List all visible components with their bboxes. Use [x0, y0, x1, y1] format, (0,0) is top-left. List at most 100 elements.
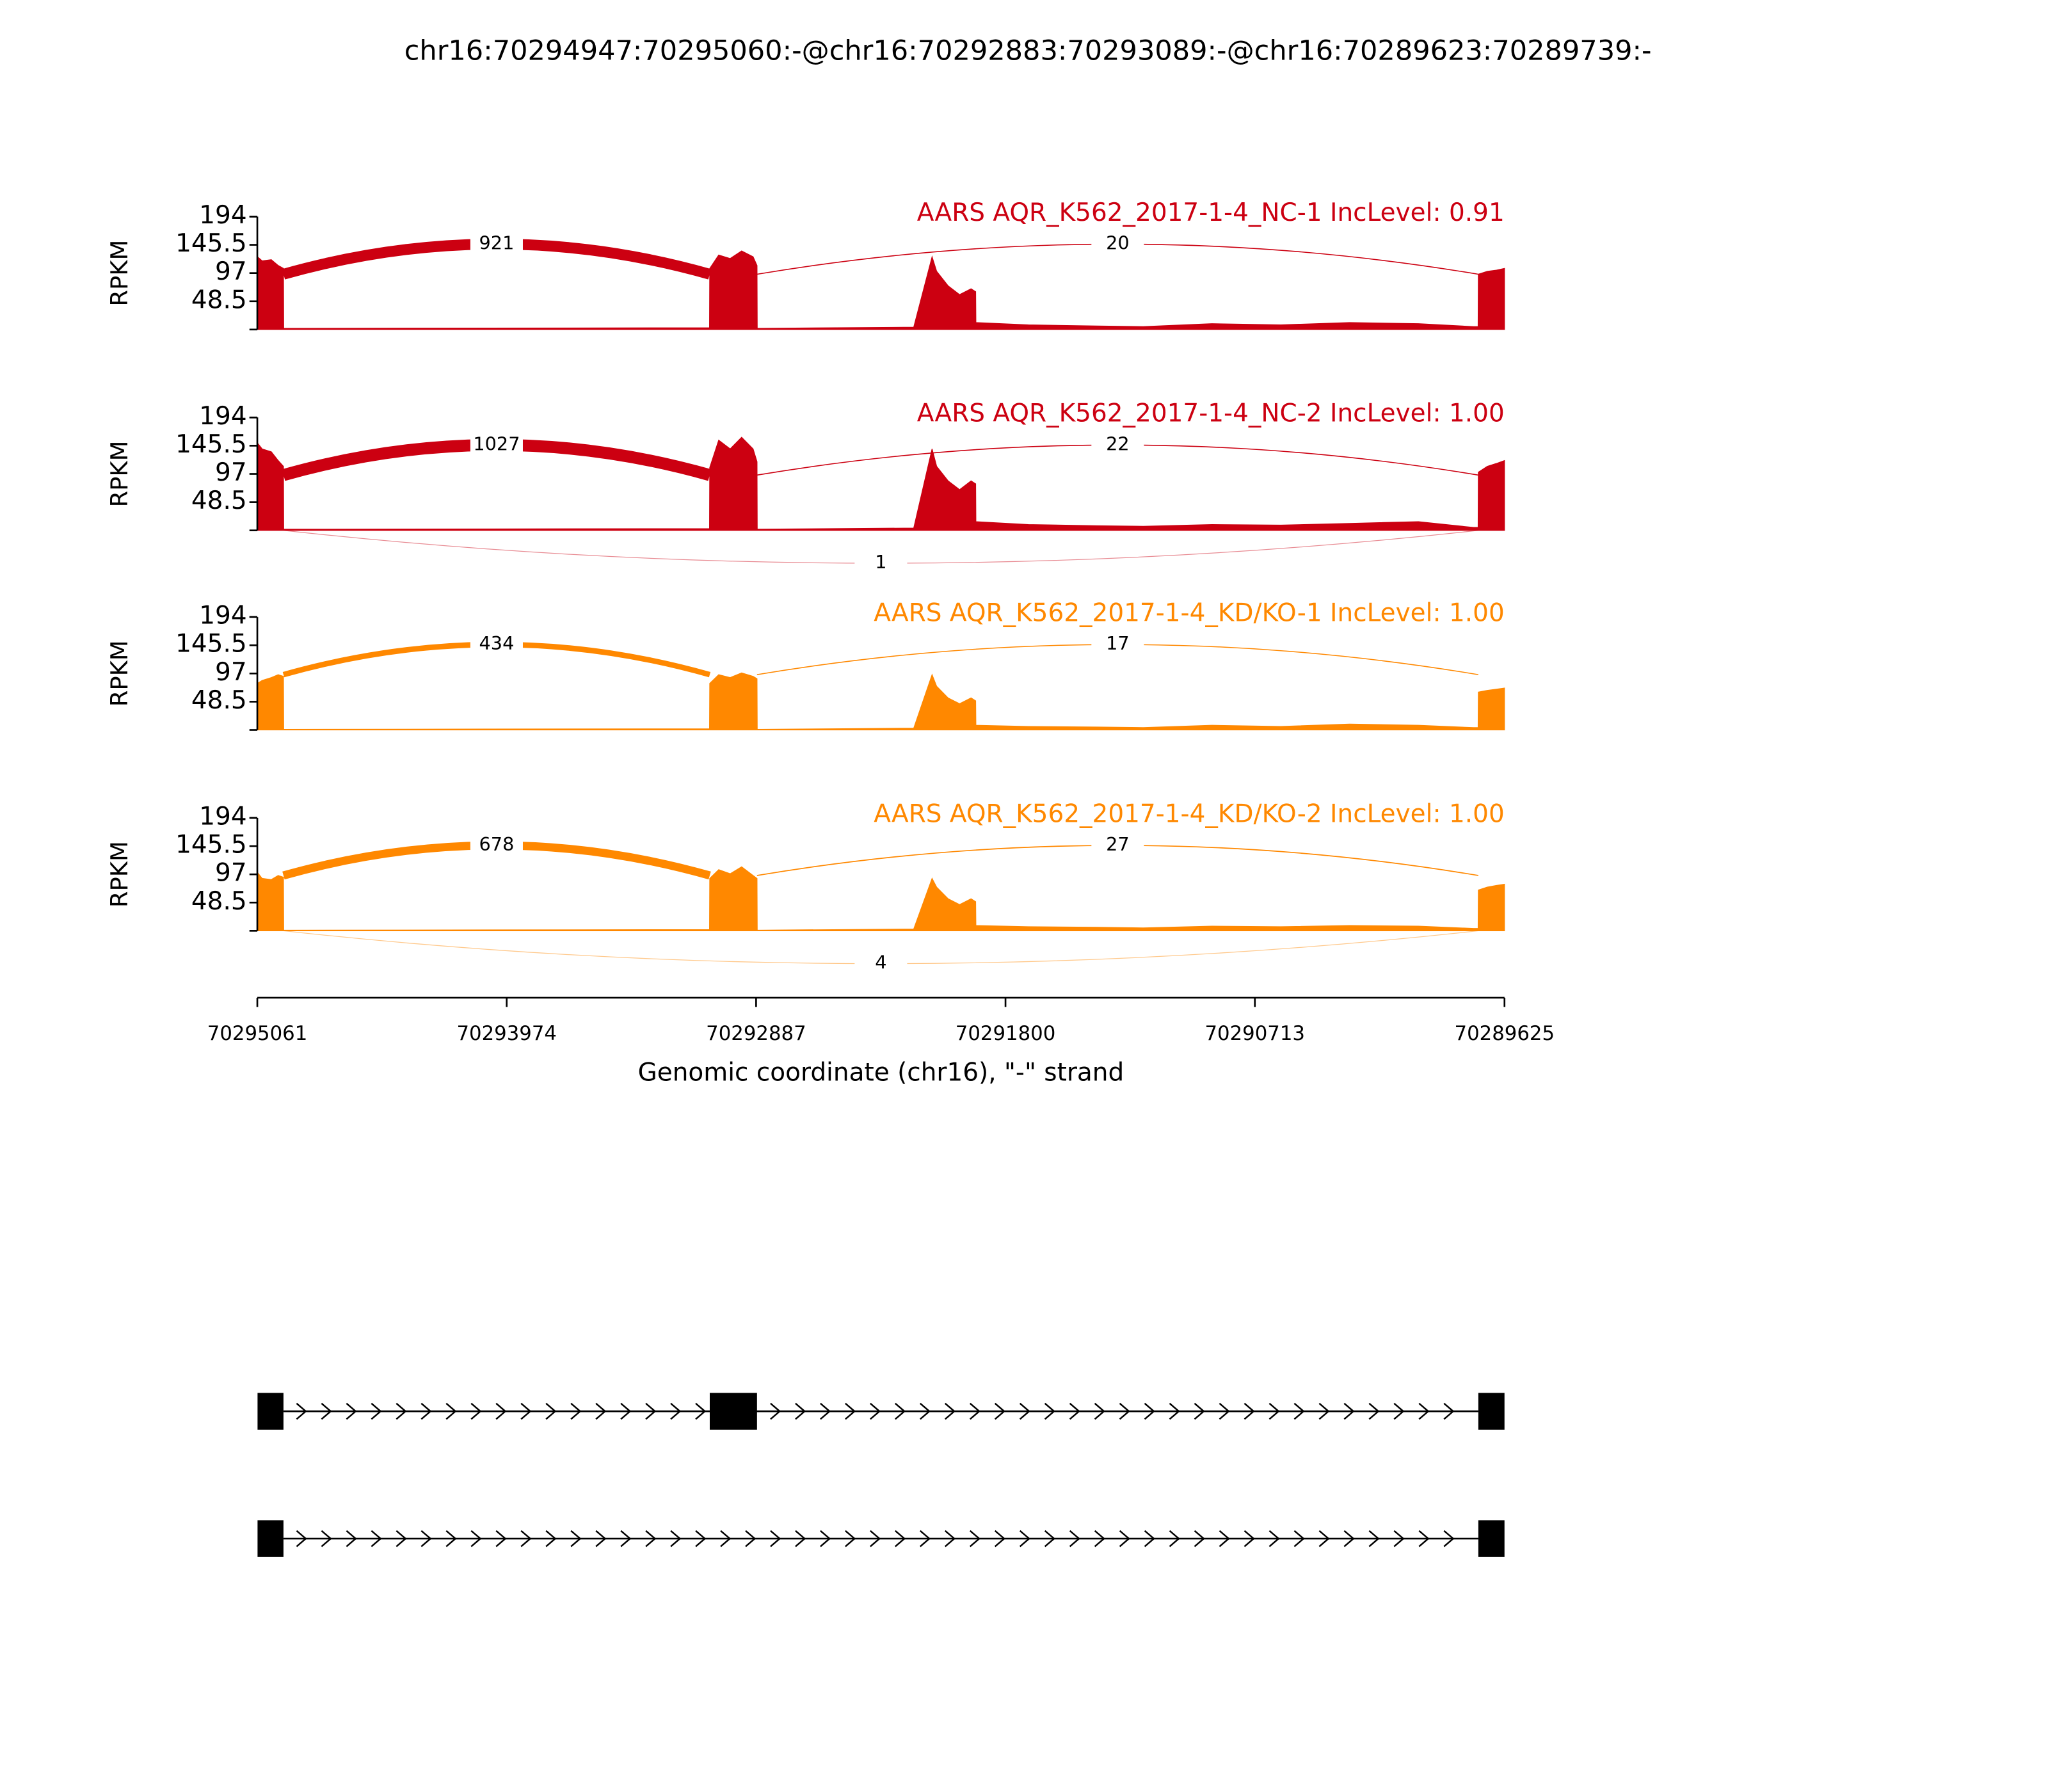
- strand-chevron: [570, 1402, 582, 1420]
- y-tick-label: 194: [199, 402, 246, 431]
- strand-chevron: [695, 1402, 707, 1420]
- panel-label: AARS AQR_K562_2017-1-4_NC-2 IncLevel: 1.…: [917, 399, 1505, 428]
- y-tick-label: 48.5: [191, 686, 247, 715]
- strand-chevron: [1169, 1530, 1180, 1548]
- strand-chevron: [1194, 1402, 1205, 1420]
- strand-chevron: [994, 1402, 1005, 1420]
- strand-chevron: [296, 1530, 307, 1548]
- strand-chevron: [795, 1402, 806, 1420]
- strand-chevron: [620, 1530, 632, 1548]
- strand-chevron: [1094, 1530, 1105, 1548]
- strand-chevron: [1268, 1402, 1280, 1420]
- strand-chevron: [1343, 1402, 1355, 1420]
- y-axis-label: RPKM: [106, 240, 133, 307]
- strand-chevron: [919, 1402, 931, 1420]
- strand-chevron: [1069, 1530, 1080, 1548]
- strand-chevron: [420, 1402, 432, 1420]
- strand-chevron: [545, 1402, 557, 1420]
- x-tick-label: 70291800: [956, 1022, 1056, 1045]
- y-tick-label: 145.5: [175, 430, 247, 459]
- panel-label: AARS AQR_K562_2017-1-4_KD/KO-2 IncLevel:…: [874, 799, 1504, 828]
- junction-count-label: 1: [875, 551, 886, 573]
- strand-chevron: [670, 1402, 682, 1420]
- strand-chevron: [495, 1530, 507, 1548]
- junction-label-bg: [470, 433, 523, 457]
- strand-chevron: [520, 1530, 532, 1548]
- coverage-area: [257, 866, 1505, 931]
- junction-label-bg: [854, 551, 908, 575]
- junction-count-label: 4: [875, 952, 886, 973]
- strand-chevron: [1219, 1530, 1230, 1548]
- strand-chevron: [645, 1530, 657, 1548]
- strand-chevron: [470, 1530, 482, 1548]
- y-axis-label: RPKM: [106, 640, 133, 707]
- strand-chevron: [396, 1402, 407, 1420]
- strand-chevron: [770, 1402, 781, 1420]
- strand-chevron: [495, 1402, 507, 1420]
- strand-chevron: [595, 1402, 607, 1420]
- strand-chevron: [1219, 1402, 1230, 1420]
- x-tick-label: 70293974: [456, 1022, 557, 1045]
- exon-box: [1478, 1393, 1505, 1430]
- junction-label-bg: [854, 952, 908, 976]
- strand-chevron: [371, 1530, 382, 1548]
- junction-count-label: 20: [1106, 232, 1130, 253]
- y-tick-label: 97: [215, 458, 247, 487]
- y-tick-label: 48.5: [191, 285, 247, 314]
- strand-chevron: [570, 1530, 582, 1548]
- exon-box: [709, 1393, 757, 1430]
- strand-chevron: [944, 1402, 956, 1420]
- junction-label-bg: [1091, 232, 1144, 256]
- coverage-area: [257, 672, 1505, 731]
- strand-chevron: [595, 1530, 607, 1548]
- x-tick-label: 70292887: [706, 1022, 806, 1045]
- strand-chevron: [845, 1530, 856, 1548]
- strand-chevron: [1244, 1530, 1255, 1548]
- strand-chevron: [770, 1530, 781, 1548]
- strand-chevron: [1119, 1402, 1130, 1420]
- junction-label-bg: [470, 232, 523, 256]
- strand-chevron: [919, 1530, 931, 1548]
- y-tick-label: 48.5: [191, 486, 247, 515]
- strand-chevron: [420, 1530, 432, 1548]
- strand-chevron: [1144, 1530, 1155, 1548]
- strand-chevron: [895, 1402, 906, 1420]
- y-tick-label: 145.5: [175, 229, 247, 258]
- panel-label: AARS AQR_K562_2017-1-4_NC-1 IncLevel: 0.…: [917, 198, 1505, 227]
- strand-chevron: [720, 1530, 732, 1548]
- coverage-area: [257, 250, 1505, 330]
- strand-chevron: [745, 1530, 756, 1548]
- strand-chevron: [346, 1530, 357, 1548]
- strand-chevron: [1393, 1402, 1405, 1420]
- strand-chevron: [994, 1530, 1005, 1548]
- strand-chevron: [1443, 1402, 1455, 1420]
- y-axis-label: RPKM: [106, 841, 133, 908]
- strand-chevron: [1393, 1530, 1405, 1548]
- y-axis-label: RPKM: [106, 441, 133, 508]
- y-tick-label: 97: [215, 257, 247, 286]
- strand-chevron: [695, 1530, 707, 1548]
- strand-chevron: [1318, 1530, 1330, 1548]
- y-tick-label: 145.5: [175, 831, 247, 860]
- junction-count-label: 17: [1106, 632, 1130, 654]
- strand-chevron: [1044, 1530, 1055, 1548]
- junction-label-bg: [470, 833, 523, 858]
- strand-chevron: [845, 1402, 856, 1420]
- strand-chevron: [1368, 1402, 1380, 1420]
- strand-chevron: [895, 1530, 906, 1548]
- strand-chevron: [1418, 1530, 1430, 1548]
- junction-count-label: 921: [479, 232, 515, 253]
- junction-count-label: 434: [479, 632, 515, 654]
- strand-chevron: [1169, 1402, 1180, 1420]
- figure-title: chr16:70294947:70295060:-@chr16:70292883…: [404, 35, 1652, 67]
- strand-chevron: [1069, 1402, 1080, 1420]
- strand-chevron: [795, 1530, 806, 1548]
- strand-chevron: [1044, 1402, 1055, 1420]
- junction-count-label: 22: [1106, 433, 1130, 454]
- strand-chevron: [1094, 1402, 1105, 1420]
- y-tick-label: 48.5: [191, 887, 247, 916]
- strand-chevron: [470, 1402, 482, 1420]
- strand-chevron: [1293, 1530, 1305, 1548]
